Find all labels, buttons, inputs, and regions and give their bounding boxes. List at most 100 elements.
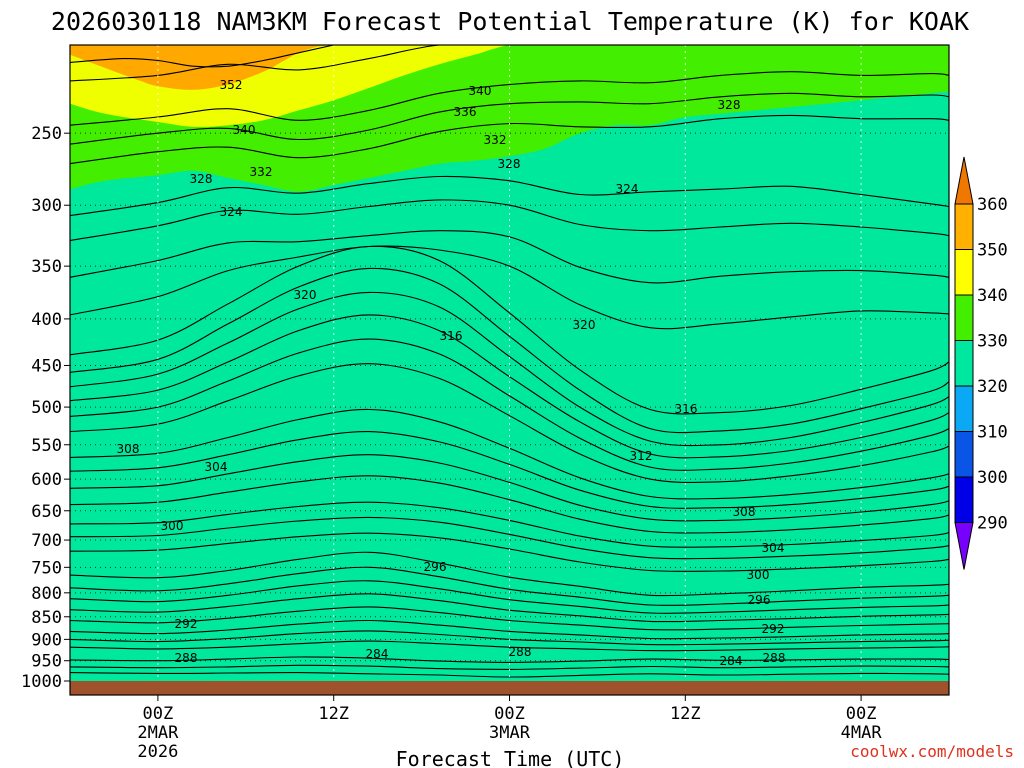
isotherm-line <box>70 92 949 145</box>
contour-label: 328 <box>190 172 213 186</box>
y-tick-label: 250 <box>31 124 62 144</box>
contour-label: 284 <box>720 654 743 668</box>
x-axis-label: Forecast Time (UTC) <box>396 747 625 768</box>
isotherm-line <box>70 408 949 500</box>
y-tick-label: 850 <box>31 608 62 628</box>
contour-label: 300 <box>747 568 770 582</box>
contour-label: 308 <box>733 505 756 519</box>
contour-label: 336 <box>454 105 477 119</box>
isotherm-line <box>70 245 949 330</box>
x-tick-label: 2MAR <box>137 723 179 743</box>
contour-label: 332 <box>484 133 507 147</box>
contour-label: 324 <box>616 182 639 196</box>
colorbar-label: 320 <box>977 377 1008 397</box>
colorbar-label: 340 <box>977 286 1008 306</box>
colorbar-label: 330 <box>977 332 1008 352</box>
y-tick-label: 900 <box>31 630 62 650</box>
y-tick-label: 450 <box>31 356 62 376</box>
contour-label: 312 <box>630 449 653 463</box>
contour-label: 292 <box>175 617 198 631</box>
isotherm-line <box>70 630 949 646</box>
isotherm-line <box>70 314 949 459</box>
colorbar-triangle-top <box>954 156 974 205</box>
y-tick-label: 400 <box>31 310 62 330</box>
isotherm-line <box>70 338 949 471</box>
y-axis: 2503003504004505005506006507007508008509… <box>21 124 70 692</box>
y-tick-label: 950 <box>31 652 62 672</box>
y-tick-label: 550 <box>31 436 62 456</box>
contour-label: 296 <box>424 560 447 574</box>
isotherm-line <box>70 114 949 165</box>
colorbar-label: 350 <box>977 241 1008 261</box>
contour-label: 300 <box>161 519 184 533</box>
y-tick-label: 750 <box>31 558 62 578</box>
isotherm-line <box>70 593 949 623</box>
colorbar-label: 310 <box>977 423 1008 443</box>
isotherm-line <box>70 199 949 242</box>
isotherm-line <box>70 532 949 572</box>
contour-label: 320 <box>294 288 317 302</box>
y-tick-label: 500 <box>31 398 62 418</box>
colorbar-segment <box>954 294 974 341</box>
contour-label: 328 <box>498 157 521 171</box>
colorbar-segment <box>954 203 974 250</box>
chart-title: 2026030118 NAM3KM Forecast Potential Tem… <box>51 7 969 36</box>
x-tick-label: 4MAR <box>841 723 883 743</box>
isotherm-line <box>70 656 949 663</box>
isotherm-line <box>70 291 949 447</box>
contour-label: 284 <box>366 647 389 661</box>
x-tick-label: 12Z <box>318 704 349 724</box>
colorbar-segment <box>954 340 974 387</box>
y-tick-label: 700 <box>31 531 62 551</box>
isotherm-line <box>70 454 949 522</box>
isotherm-line <box>70 45 334 68</box>
x-tick-label: 00Z <box>846 704 877 724</box>
isotherm-line <box>70 475 949 534</box>
x-tick-label: 3MAR <box>489 723 531 743</box>
contour-label: 340 <box>233 123 256 137</box>
contour-label: 340 <box>469 84 492 98</box>
contour-label: 328 <box>718 98 741 112</box>
band-fill-b340 <box>70 45 949 127</box>
contour-label: 304 <box>762 541 785 555</box>
contour-label: 288 <box>175 651 198 665</box>
contour-label: 320 <box>573 318 596 332</box>
y-tick-label: 350 <box>31 257 62 277</box>
contour-label: 308 <box>117 442 140 456</box>
x-tick-label: 00Z <box>143 704 174 724</box>
isotherm-line <box>70 431 949 509</box>
site-credit: coolwx.com/models <box>850 742 1014 761</box>
ground-terrain <box>70 681 949 695</box>
contour-label: 304 <box>205 460 228 474</box>
isotherm-line <box>70 45 949 82</box>
x-tick-label: 00Z <box>494 704 525 724</box>
y-tick-label: 600 <box>31 470 62 490</box>
contour-label: 288 <box>763 651 786 665</box>
isotherm-line <box>70 175 949 217</box>
plot-area: 352 340 340 336 332 332 328 328 328 324 324 320 320 3… <box>69 44 950 696</box>
x-tick-label: 12Z <box>670 704 701 724</box>
y-tick-label: 800 <box>31 584 62 604</box>
contour-label: 296 <box>748 593 771 607</box>
isotherm-line <box>70 606 949 631</box>
y-tick-label: 300 <box>31 196 62 216</box>
contour-label: 352 <box>220 78 243 92</box>
isotherm-line <box>70 672 949 678</box>
band-fill-b320 <box>70 271 949 681</box>
colorbar-label: 290 <box>977 514 1008 534</box>
isotherm-line <box>70 267 949 434</box>
contour-label: 316 <box>440 329 463 343</box>
isotherm-line <box>70 230 949 284</box>
colorbar-segment <box>954 385 974 432</box>
isotherm-line <box>70 640 949 652</box>
colorbar-segment <box>954 431 974 478</box>
isotherm-line <box>70 566 949 606</box>
x-tick-label: 2026 <box>137 742 178 762</box>
colorbar-label: 300 <box>977 468 1008 488</box>
colorbar-triangle-bottom <box>954 522 974 570</box>
isotherm-line <box>70 245 949 415</box>
colorbar-segment <box>954 476 974 523</box>
contour-label: 292 <box>762 622 785 636</box>
y-tick-label: 650 <box>31 502 62 522</box>
